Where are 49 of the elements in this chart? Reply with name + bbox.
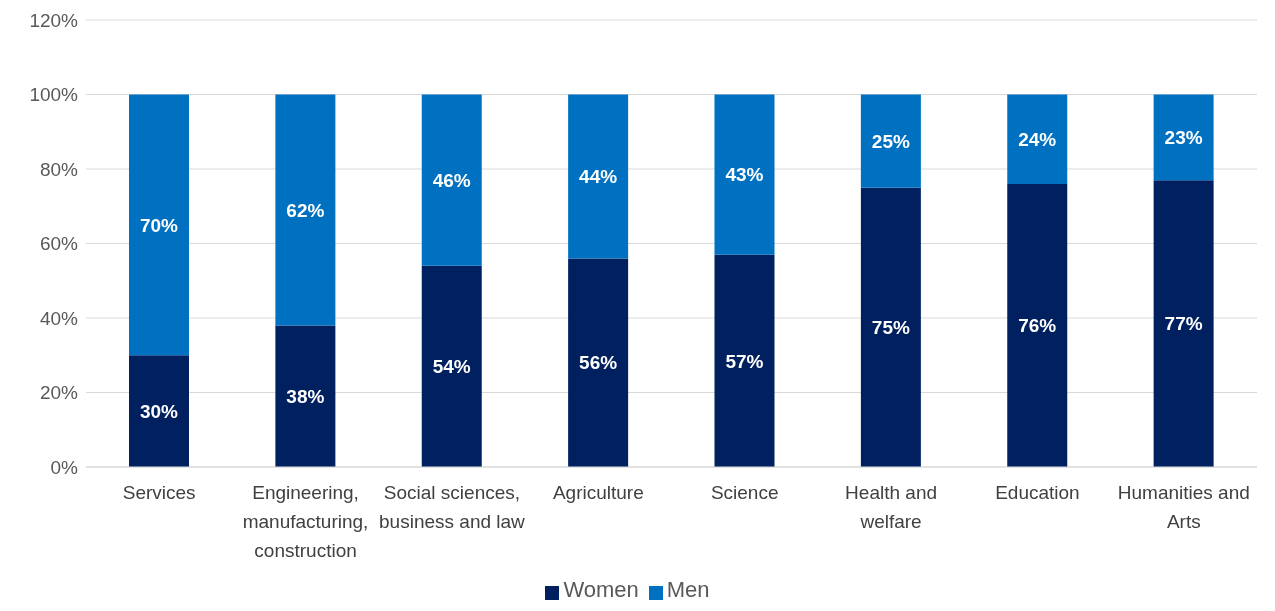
data-label: 77% bbox=[1164, 313, 1203, 335]
y-tick-label: 0% bbox=[50, 456, 79, 478]
x-tick-label: Services bbox=[122, 482, 196, 503]
data-label: 46% bbox=[432, 169, 471, 191]
x-tick-label: Social sciences, business and law bbox=[379, 482, 526, 532]
data-label: 75% bbox=[871, 317, 910, 339]
y-tick-label: 80% bbox=[39, 158, 79, 180]
bar bbox=[714, 94, 775, 255]
x-tick-label: Science bbox=[710, 482, 779, 503]
data-label: 30% bbox=[139, 400, 179, 422]
y-tick-label: 40% bbox=[39, 307, 79, 329]
data-label: 25% bbox=[871, 130, 910, 152]
legend-label: Women bbox=[563, 577, 639, 602]
data-label: 38% bbox=[286, 385, 325, 407]
y-tick-label: 20% bbox=[39, 382, 79, 404]
bar bbox=[568, 258, 629, 467]
x-tick-label: Education bbox=[995, 482, 1080, 503]
data-label: 70% bbox=[139, 214, 179, 236]
data-label: 76% bbox=[1018, 315, 1057, 337]
x-tick-label: Agriculture bbox=[552, 482, 644, 503]
bar bbox=[860, 187, 921, 467]
data-label: 56% bbox=[579, 352, 618, 374]
data-label: 54% bbox=[432, 356, 471, 378]
data-label: 23% bbox=[1164, 127, 1203, 149]
x-tick-label: Engineering, manufacturing, construction bbox=[242, 482, 369, 561]
bar bbox=[1007, 183, 1068, 467]
data-label: 43% bbox=[725, 164, 764, 186]
bar bbox=[1153, 180, 1214, 467]
bar bbox=[1153, 94, 1214, 181]
bar bbox=[275, 94, 336, 326]
bar bbox=[714, 254, 775, 467]
legend-label: Men bbox=[666, 577, 710, 602]
data-label: 24% bbox=[1018, 128, 1057, 150]
y-tick-label: 60% bbox=[39, 233, 79, 255]
data-label: 57% bbox=[725, 350, 764, 372]
bar bbox=[421, 265, 482, 467]
bar bbox=[568, 94, 629, 259]
bar bbox=[129, 94, 189, 356]
x-tick-label: Health and welfare bbox=[845, 482, 938, 532]
bar bbox=[275, 325, 336, 467]
x-tick-label: Humanities and Arts bbox=[1117, 482, 1250, 532]
bar bbox=[860, 94, 921, 188]
data-label: 62% bbox=[286, 199, 325, 221]
bar bbox=[129, 355, 189, 467]
bar bbox=[421, 94, 482, 266]
y-tick-label: 100% bbox=[29, 84, 79, 106]
y-tick-label: 120% bbox=[29, 9, 79, 31]
bar bbox=[1007, 94, 1068, 184]
data-label: 44% bbox=[579, 166, 618, 188]
